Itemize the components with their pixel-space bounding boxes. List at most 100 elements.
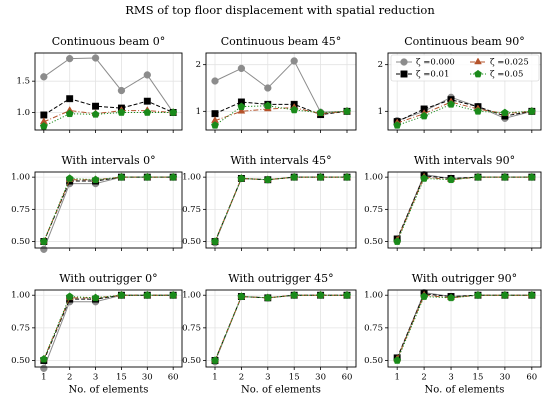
y-tick-label: 1 xyxy=(378,107,383,117)
subplot-title: With outrigger 0° xyxy=(59,272,157,285)
axes-frame xyxy=(387,289,542,368)
x-tick-label: 3 xyxy=(93,373,98,383)
subplot: With intervals 90° 0.50 0.75 1.00 xyxy=(364,154,542,251)
marker xyxy=(263,101,272,110)
marker xyxy=(169,291,178,299)
series-line xyxy=(43,176,174,242)
series-line xyxy=(214,176,347,242)
legend-label: ζ =0.05 xyxy=(490,70,523,80)
x-axis-label: No. of elements xyxy=(425,385,505,396)
marker xyxy=(143,71,151,79)
marker xyxy=(290,291,299,299)
series-line xyxy=(214,294,347,361)
x-tick-label: 1 xyxy=(394,373,399,383)
marker xyxy=(263,175,272,184)
subplot: Continuous beam 90° 1 2 ζ =0.000 ζ =0.01 ζ =0… xyxy=(378,35,542,133)
series-line xyxy=(397,101,532,124)
y-tick-label: 1.00 xyxy=(364,173,383,183)
marker xyxy=(143,291,152,299)
axes-frame xyxy=(205,171,357,249)
axes-frame xyxy=(34,289,183,368)
y-tick-label: 1.00 xyxy=(364,291,383,301)
marker xyxy=(65,292,74,300)
subplot: With intervals 45° 0.50 0.75 1.00 xyxy=(182,154,357,251)
marker xyxy=(316,173,325,181)
marker xyxy=(91,175,100,184)
x-tick-label: 1 xyxy=(41,373,46,383)
marker xyxy=(264,84,272,92)
marker xyxy=(447,100,455,108)
marker xyxy=(237,106,246,114)
marker xyxy=(420,174,429,182)
series-line xyxy=(396,294,532,360)
subplot: Continuous beam 45° 1 2 xyxy=(196,35,357,133)
marker xyxy=(527,291,536,299)
y-tick-label: 0.50 xyxy=(182,356,201,366)
marker xyxy=(400,58,408,66)
marker xyxy=(500,291,509,299)
marker xyxy=(40,73,48,81)
series-line xyxy=(396,176,532,242)
y-tick-label: 0.75 xyxy=(182,205,201,215)
marker xyxy=(316,291,325,299)
marker xyxy=(143,97,151,105)
series-line xyxy=(43,98,174,116)
marker xyxy=(65,174,74,182)
marker xyxy=(343,291,351,299)
x-axis-label: No. of elements xyxy=(69,385,149,396)
subplot: With outrigger 45° 1 2 3 15 30 60 0.50 0.75 1.00 N… xyxy=(182,272,357,396)
marker xyxy=(91,54,100,62)
subplot-title: Continuous beam 90° xyxy=(404,35,525,48)
y-tick-label: 1.00 xyxy=(11,291,30,301)
series-line xyxy=(396,174,532,241)
axes-frame xyxy=(34,52,183,131)
subplot: Continuous beam 0° 1.0 1.5 xyxy=(16,35,183,133)
marker xyxy=(393,237,402,245)
marker xyxy=(500,108,509,117)
marker xyxy=(211,121,219,129)
legend-label: ζ =0.01 xyxy=(416,70,449,80)
marker xyxy=(527,173,536,181)
x-tick-label: 30 xyxy=(142,373,153,383)
series-line xyxy=(43,176,174,250)
marker xyxy=(237,64,246,73)
axes-frame xyxy=(387,171,542,249)
axes-frame xyxy=(387,52,542,131)
marker xyxy=(66,54,74,63)
series-line xyxy=(396,294,532,361)
marker xyxy=(40,364,48,372)
marker xyxy=(40,111,48,119)
series-line xyxy=(214,105,348,126)
marker xyxy=(500,173,509,181)
axes-frame xyxy=(205,289,357,368)
subplot: With outrigger 0° 1 2 3 15 30 60 0.50 0.75 1.00 No… xyxy=(11,272,183,396)
x-tick-label: 60 xyxy=(526,373,537,383)
y-tick-label: 0.75 xyxy=(364,205,383,215)
marker xyxy=(474,107,482,115)
subplot-title: With outrigger 45° xyxy=(228,272,333,285)
subplot-title: Continuous beam 45° xyxy=(221,35,342,48)
series-line xyxy=(214,101,348,116)
x-tick-label: 2 xyxy=(239,373,244,383)
y-tick-label: 0.50 xyxy=(182,237,201,247)
marker xyxy=(343,173,351,181)
subplot-title: With outrigger 90° xyxy=(412,272,517,285)
marker xyxy=(65,109,74,118)
marker xyxy=(237,292,246,300)
marker xyxy=(527,107,536,115)
marker xyxy=(169,108,178,116)
x-tick-label: 30 xyxy=(315,373,326,383)
series-line xyxy=(43,111,174,127)
series-line xyxy=(396,176,532,241)
x-tick-label: 30 xyxy=(499,373,510,383)
y-tick-label: 0.75 xyxy=(182,323,201,333)
x-tick-label: 15 xyxy=(289,373,300,383)
series-line xyxy=(214,60,348,113)
series-line xyxy=(397,96,532,122)
x-tick-label: 15 xyxy=(473,373,484,383)
y-tick-label: 1 xyxy=(196,107,201,117)
y-tick-label: 0.50 xyxy=(364,237,383,247)
subplot-title: With intervals 0° xyxy=(61,154,155,167)
series-line xyxy=(214,176,347,244)
